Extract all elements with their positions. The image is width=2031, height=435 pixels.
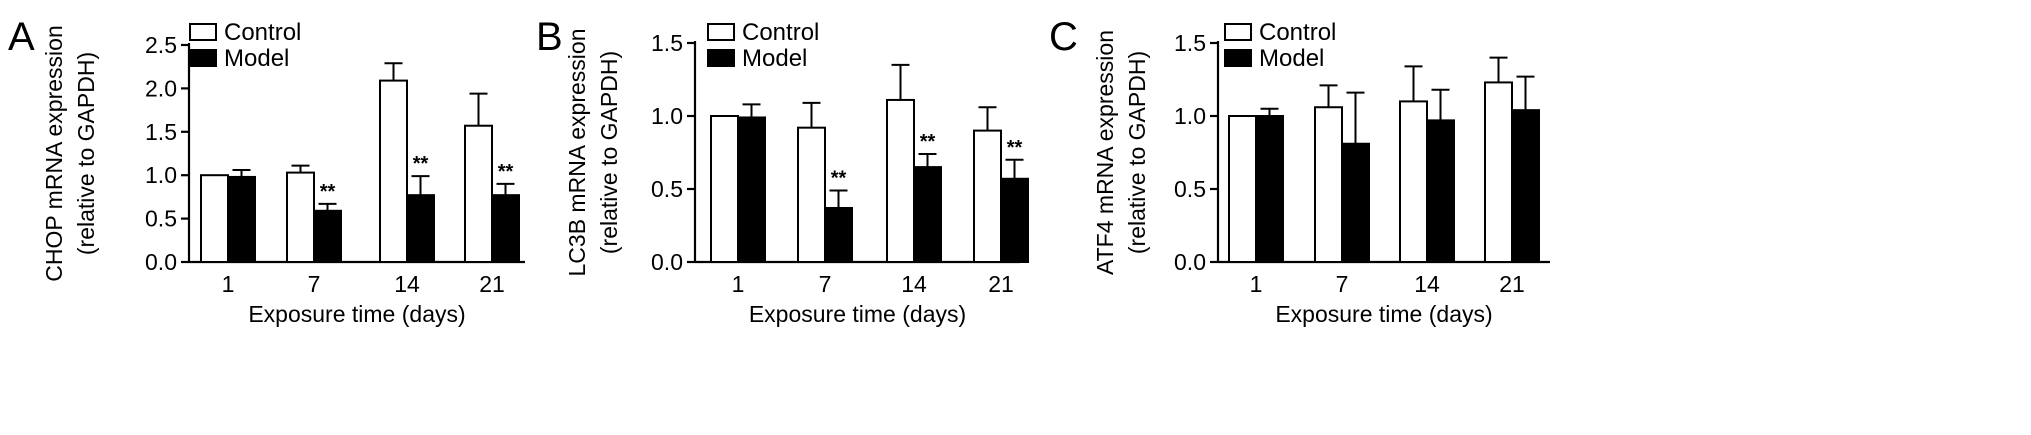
y-axis-label: ATF4 mRNA expression — [1092, 30, 1118, 275]
bar-model — [1000, 177, 1029, 263]
x-axis-label: Exposure time (days) — [1275, 301, 1492, 327]
y-axis-label-sub: (relative to GAPDH) — [596, 51, 622, 254]
legend-label-control: Control — [742, 19, 819, 46]
x-tick-label: 21 — [479, 271, 505, 297]
bar-control — [797, 126, 826, 264]
legend-label-model: Model — [1259, 45, 1324, 72]
bar-model — [1426, 119, 1455, 263]
bar-control — [286, 171, 315, 263]
bar-control — [1399, 100, 1428, 264]
bar-control — [886, 98, 915, 263]
x-tick-label: 14 — [901, 271, 927, 297]
bar-control — [1484, 81, 1513, 263]
legend-label-model: Model — [224, 45, 289, 72]
y-tick-label: 0.5 — [145, 206, 177, 232]
x-tick-label: 1 — [222, 271, 235, 297]
significance-marker: ** — [320, 181, 336, 203]
x-tick-label: 21 — [988, 271, 1014, 297]
y-tick-label: 0.0 — [1174, 249, 1206, 275]
significance-marker: ** — [920, 131, 936, 153]
significance-marker: ** — [831, 167, 847, 189]
y-tick-label: 1.5 — [145, 119, 177, 145]
bar-model — [227, 175, 256, 264]
y-tick-label: 2.0 — [145, 75, 177, 101]
chart-panel-b: B LC3B mRNA expression (relative to GAPDH)… — [536, 15, 1029, 327]
x-tick-label: 7 — [819, 271, 832, 297]
bar-model — [406, 194, 435, 263]
panel-letter: A — [8, 15, 35, 59]
bar-control — [379, 79, 408, 263]
bar-model — [313, 209, 342, 263]
bar-control — [973, 129, 1002, 263]
y-tick-label: 1.5 — [651, 30, 683, 56]
legend-swatch-model — [189, 49, 217, 67]
bar-control — [1228, 115, 1257, 263]
bar-model — [824, 206, 853, 263]
legend-swatch-model — [707, 49, 735, 67]
y-tick-label: 0.5 — [1174, 176, 1206, 202]
chart-panel-a: A CHOP mRNA expression (relative to GAPDH)… — [8, 15, 525, 327]
x-tick-label: 7 — [1336, 271, 1349, 297]
bar-model — [1511, 109, 1540, 263]
legend-swatch-model — [1224, 49, 1252, 67]
y-axis-label-sub: (relative to GAPDH) — [1124, 51, 1150, 254]
x-axis-label: Exposure time (days) — [248, 301, 465, 327]
bar-control — [1314, 106, 1343, 263]
legend-swatch-control — [707, 23, 735, 41]
x-tick-label: 21 — [1499, 271, 1525, 297]
legend-swatch-control — [1224, 23, 1252, 41]
x-tick-label: 14 — [1414, 271, 1440, 297]
significance-marker: ** — [498, 161, 514, 183]
panel-letter: B — [536, 15, 563, 59]
y-tick-label: 0.0 — [651, 249, 683, 275]
legend-label-model: Model — [742, 45, 807, 72]
y-tick-label: 1.0 — [1174, 103, 1206, 129]
bar-model — [491, 194, 520, 263]
y-tick-label: 1.0 — [651, 103, 683, 129]
bar-control — [710, 115, 739, 263]
y-tick-label: 1.5 — [1174, 30, 1206, 56]
y-tick-label: 0.5 — [651, 176, 683, 202]
chart-panel-c: C ATF4 mRNA expression (relative to GAPDH)… — [1049, 15, 1550, 327]
y-axis-label-sub: (relative to GAPDH) — [73, 52, 99, 255]
y-axis-label: LC3B mRNA expression — [564, 29, 590, 277]
bar-model — [1341, 142, 1370, 264]
y-tick-label: 2.5 — [145, 32, 177, 58]
bar-control — [200, 174, 229, 263]
x-axis-label: Exposure time (days) — [749, 301, 966, 327]
x-tick-label: 1 — [732, 271, 745, 297]
bar-model — [1255, 115, 1284, 263]
significance-marker: ** — [413, 153, 429, 175]
y-tick-label: 1.0 — [145, 162, 177, 188]
x-tick-label: 7 — [308, 271, 321, 297]
bar-model — [737, 116, 766, 263]
legend-label-control: Control — [1259, 19, 1336, 46]
panel-letter: C — [1049, 15, 1078, 59]
x-tick-label: 14 — [394, 271, 420, 297]
bar-model — [913, 166, 942, 264]
significance-marker: ** — [1007, 137, 1023, 159]
legend-swatch-control — [189, 23, 217, 41]
y-axis-label: CHOP mRNA expression — [41, 25, 67, 282]
legend-label-control: Control — [224, 19, 301, 46]
x-tick-label: 1 — [1250, 271, 1263, 297]
bar-control — [464, 124, 493, 263]
y-tick-label: 0.0 — [145, 249, 177, 275]
